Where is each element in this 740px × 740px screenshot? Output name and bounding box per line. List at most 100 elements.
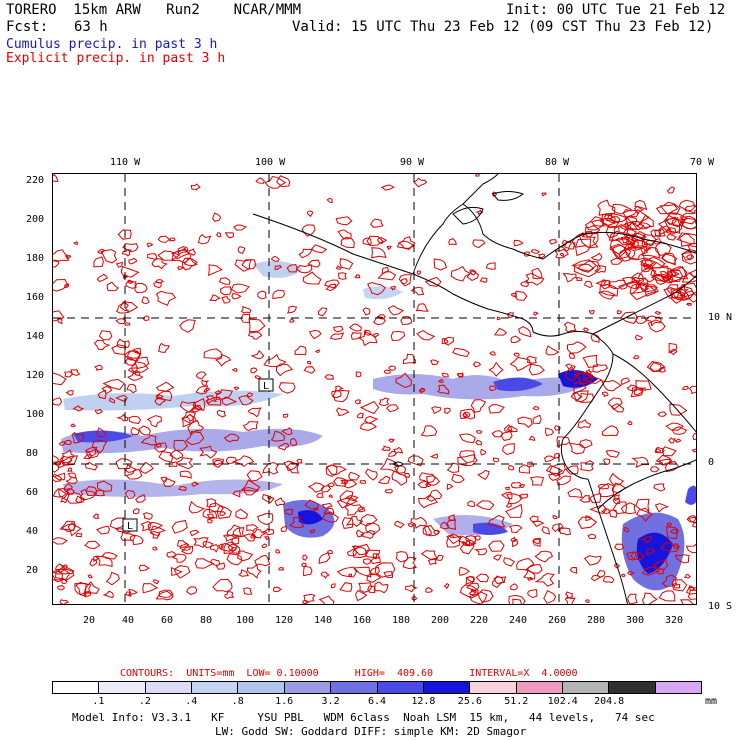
precip-contour	[512, 598, 522, 604]
precip-contour	[654, 228, 666, 238]
precip-contour	[362, 237, 372, 246]
precip-contour	[241, 259, 257, 270]
precip-contour	[605, 450, 620, 458]
precip-contour	[66, 488, 75, 495]
precip-contour	[74, 582, 87, 598]
precip-contour	[122, 242, 139, 253]
precip-contour	[346, 548, 357, 557]
precip-contour	[554, 452, 561, 459]
precip-contour	[579, 495, 591, 503]
precip-contour	[209, 558, 221, 566]
x-tick: 220	[470, 615, 489, 626]
precip-contour	[240, 479, 261, 492]
precip-contour	[318, 307, 328, 317]
colorbar-swatch	[470, 682, 517, 693]
precip-contour	[387, 305, 405, 316]
precip-contour	[456, 373, 464, 379]
precip-contour	[635, 380, 652, 391]
precip-contour	[121, 248, 132, 257]
precip-contour	[286, 263, 298, 273]
precip-contour	[212, 578, 233, 593]
init-time: Init: 00 UTC Tue 21 Feb 12	[506, 2, 726, 18]
precip-contour	[129, 534, 144, 546]
precip-contour	[670, 291, 684, 304]
precip-contour	[519, 493, 529, 499]
precip-contour	[418, 388, 426, 393]
precip-contour	[94, 364, 103, 372]
precip-contour	[635, 498, 650, 514]
x-tick: 320	[665, 615, 684, 626]
precip-contour	[96, 555, 113, 568]
precip-contour	[325, 464, 338, 477]
precip-contour	[359, 479, 367, 484]
precip-contour	[643, 245, 652, 253]
precip-contour	[320, 485, 332, 493]
precip-contour	[155, 590, 174, 601]
precip-contour	[340, 479, 348, 485]
precip-contour	[487, 514, 506, 528]
precip-contour	[650, 273, 667, 283]
precip-contour	[686, 244, 696, 253]
precip-contour	[351, 543, 370, 556]
precip-contour	[158, 451, 174, 463]
precip-contour	[101, 385, 113, 395]
precip-contour	[302, 599, 310, 604]
precip-contour	[278, 566, 285, 571]
precip-contour	[96, 273, 109, 283]
precip-contour	[65, 390, 74, 396]
precip-contour	[380, 184, 395, 191]
x-tick: 280	[587, 615, 606, 626]
precip-contour	[533, 311, 540, 316]
precip-contour	[53, 372, 67, 386]
precip-contour	[374, 562, 396, 578]
precip-contour	[75, 495, 82, 503]
precip-contour	[565, 363, 576, 371]
precip-contour	[443, 336, 455, 346]
precip-contour	[251, 529, 267, 539]
precip-contour	[327, 482, 336, 488]
precip-contour	[73, 241, 79, 245]
precip-contour	[323, 507, 334, 516]
precip-contour	[366, 235, 384, 247]
precip-contour	[92, 513, 100, 520]
precip-contour	[485, 262, 496, 270]
lon-label-70w: 70 W	[690, 157, 715, 168]
precip-contour	[216, 232, 222, 238]
precip-contour	[364, 415, 379, 424]
precip-contour	[620, 236, 630, 244]
precip-contour	[219, 286, 232, 296]
precip-contour	[345, 495, 359, 502]
colorbar-label: 102.4	[547, 696, 578, 707]
precip-contour	[610, 257, 624, 265]
precip-contour	[426, 475, 441, 486]
model-title: TORERO 15km ARW Run2 NCAR/MMM	[6, 2, 302, 18]
precip-contour	[588, 309, 595, 315]
precip-contour	[614, 562, 621, 569]
precip-contour	[321, 502, 333, 510]
precip-contour	[612, 501, 627, 515]
precip-contour	[665, 227, 677, 235]
precip-contour	[362, 558, 371, 565]
precip-contour	[692, 432, 696, 441]
precip-contour	[665, 269, 684, 283]
precip-contour	[572, 381, 587, 394]
precip-contour	[577, 263, 595, 273]
precip-contour	[302, 271, 322, 285]
precip-contour	[353, 566, 372, 578]
precip-contour	[394, 520, 405, 529]
precip-contour	[475, 430, 483, 434]
precip-contour	[452, 347, 470, 358]
precip-contour	[553, 248, 569, 259]
precip-contour	[469, 269, 477, 276]
precip-contour	[627, 571, 636, 576]
precip-contour	[207, 264, 223, 277]
y-tick: 220	[26, 175, 45, 186]
precip-contour	[465, 535, 477, 544]
low-pressure-marker: L	[122, 518, 138, 532]
precip-contour	[316, 492, 324, 498]
colorbar-label: 12.8	[411, 696, 436, 707]
precip-contour	[53, 537, 68, 545]
precip-contour	[614, 543, 625, 551]
colorbar-swatch	[331, 682, 378, 693]
precip-contour	[466, 582, 480, 592]
